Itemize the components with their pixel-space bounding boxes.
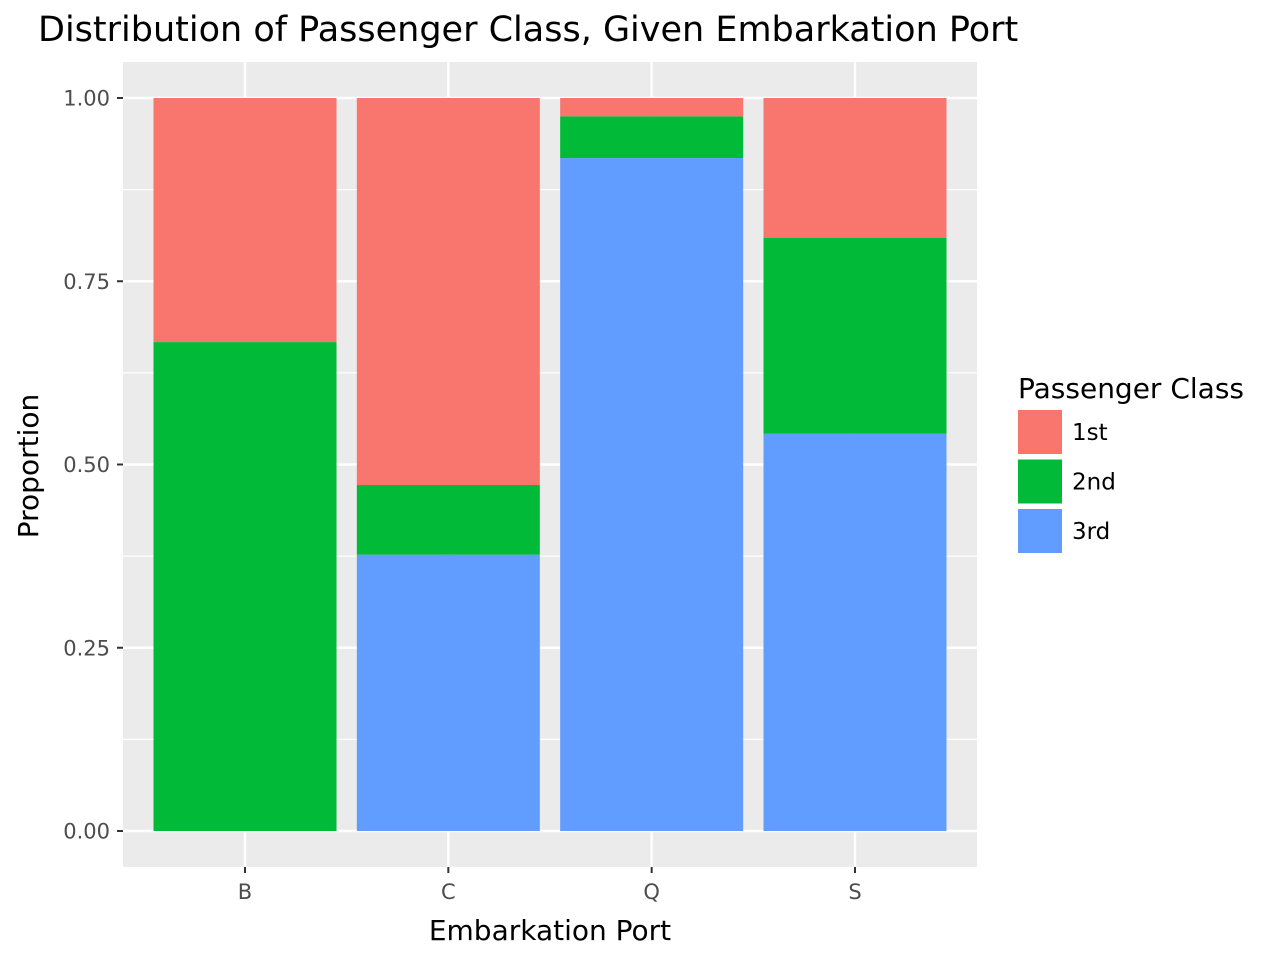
bar-Q-2nd — [560, 116, 744, 159]
legend: Passenger Class 1st 2nd 3rd — [1018, 372, 1244, 553]
y-tick-label: 0.25 — [63, 636, 110, 660]
chart-title: Distribution of Passenger Class, Given E… — [38, 10, 1018, 50]
bar-S-3rd — [763, 433, 947, 831]
bar-B-2nd — [153, 342, 337, 831]
bar-Q-1st — [560, 98, 744, 117]
legend-label-2nd: 2nd — [1072, 470, 1116, 496]
legend-label-1st: 1st — [1072, 420, 1108, 446]
bar-C-3rd — [356, 554, 540, 831]
legend-key-1st — [1018, 410, 1062, 454]
x-axis-title: Embarkation Port — [429, 914, 671, 947]
x-tick-label: S — [848, 880, 861, 904]
legend-key-2nd — [1018, 459, 1062, 504]
bar-Q-3rd — [560, 158, 744, 831]
x-tick-label: C — [441, 880, 456, 904]
bar-B-1st — [153, 98, 337, 343]
legend-title: Passenger Class — [1018, 372, 1244, 405]
legend-key-3rd — [1018, 509, 1062, 553]
bar-C-1st — [356, 98, 540, 486]
bar-C-2nd — [356, 485, 540, 555]
y-tick-label: 0.50 — [63, 453, 110, 477]
x-tick-label: B — [238, 880, 252, 904]
y-tick-label: 0.75 — [63, 270, 110, 294]
bars — [153, 98, 947, 831]
bar-S-1st — [763, 98, 947, 239]
y-axis-title: Proportion — [12, 394, 45, 538]
x-tick-label: Q — [643, 880, 660, 904]
y-tick-label: 1.00 — [63, 87, 110, 111]
y-tick-label: 0.00 — [63, 820, 110, 844]
bar-S-2nd — [763, 238, 947, 434]
y-axis: 0.00 0.25 0.50 0.75 1.00 — [63, 87, 123, 844]
legend-label-3rd: 3rd — [1072, 519, 1110, 545]
